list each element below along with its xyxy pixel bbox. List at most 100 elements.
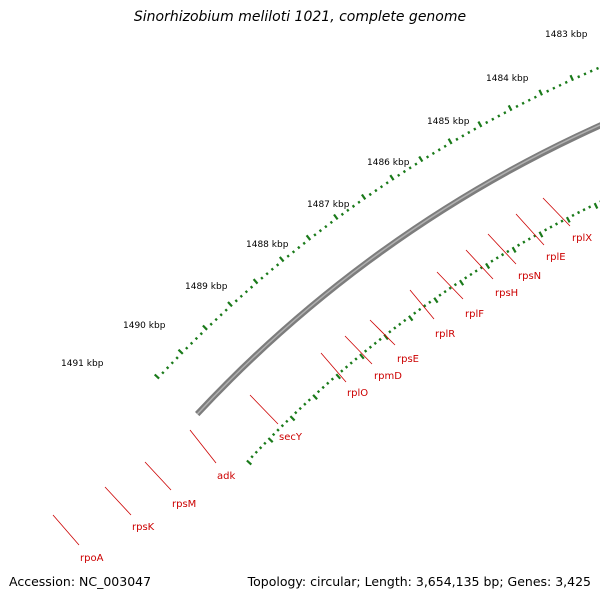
map-title: Sinorhizobium meliloti 1021, complete ge…: [133, 9, 467, 25]
major-tick: [333, 213, 339, 221]
minor-tick: [408, 166, 412, 170]
major-tick: [477, 121, 483, 128]
leader-line-rplR: [409, 289, 435, 320]
minor-tick: [577, 75, 581, 79]
minor-tick: [357, 200, 361, 204]
gene-label-rplE: rplE: [546, 252, 566, 263]
minor-tick: [170, 361, 174, 365]
minor-tick: [161, 371, 165, 375]
major-tick: [202, 324, 208, 331]
minor-tick: [495, 256, 499, 260]
major-tick: [418, 155, 424, 163]
minor-tick: [448, 286, 452, 290]
minor-tick: [554, 222, 559, 226]
minor-tick: [326, 381, 330, 385]
gene-label-rpsK: rpsK: [132, 522, 155, 533]
leader-line-rplX: [542, 197, 571, 227]
minor-tick: [321, 385, 325, 390]
gene-label-adk: adk: [217, 471, 235, 482]
minor-tick: [276, 428, 280, 432]
minor-tick: [286, 254, 290, 258]
leader-line-rpsE: [369, 319, 396, 346]
minor-tick: [428, 300, 432, 304]
gene-label-rpoA: rpoA: [80, 553, 104, 564]
genome-summary-text: Topology: circular; Length: 3,654,135 bp…: [247, 574, 591, 589]
minor-tick: [214, 317, 218, 322]
minor-tick: [294, 411, 298, 415]
major-tick: [507, 104, 513, 112]
minor-tick: [560, 219, 564, 223]
minor-tick: [521, 101, 525, 105]
ruler-label: 1485 kbp: [427, 117, 470, 127]
minor-tick: [165, 366, 170, 370]
ruler-label: 1489 kbp: [185, 282, 228, 292]
leader-line-rpmD: [344, 335, 373, 365]
minor-tick: [423, 304, 427, 308]
minor-tick: [552, 86, 556, 90]
minor-tick: [522, 240, 526, 244]
major-tick: [177, 348, 184, 355]
minor-tick: [479, 266, 484, 270]
major-tick: [458, 279, 465, 286]
major-tick: [267, 437, 274, 443]
minor-tick: [464, 276, 468, 280]
leader-line-rplF: [436, 271, 464, 300]
minor-tick: [340, 212, 344, 216]
gene-label-rplF: rplF: [465, 309, 484, 320]
minor-tick: [549, 225, 553, 229]
minor-tick: [474, 269, 478, 273]
minor-tick: [469, 272, 473, 277]
ruler-label: 1484 kbp: [486, 74, 529, 84]
minor-tick: [239, 294, 243, 298]
minor-tick: [385, 181, 389, 185]
ruler-label: 1487 kbp: [307, 200, 350, 210]
minor-tick: [461, 134, 465, 138]
major-tick: [360, 193, 367, 201]
minor-tick: [344, 365, 349, 369]
minor-tick: [324, 224, 328, 229]
minor-tick: [503, 111, 507, 115]
minor-tick: [497, 114, 501, 118]
minor-tick: [564, 80, 568, 84]
minor-tick: [250, 455, 254, 459]
minor-tick: [185, 346, 189, 350]
minor-tick: [437, 148, 441, 152]
minor-tick: [234, 299, 238, 303]
leader-line-secY: [249, 394, 279, 425]
minor-tick: [318, 229, 323, 233]
minor-tick: [403, 318, 407, 323]
minor-tick: [270, 267, 274, 271]
minor-tick: [346, 208, 350, 212]
minor-tick: [558, 83, 562, 87]
minor-tick: [527, 98, 531, 102]
minor-tick: [379, 185, 384, 189]
major-tick: [359, 353, 365, 360]
minor-tick: [354, 357, 358, 361]
gene-label-rpsN: rpsN: [518, 271, 541, 282]
minor-tick: [363, 349, 368, 353]
ruler-label: 1491 kbp: [61, 359, 104, 369]
minor-tick: [582, 208, 586, 212]
major-tick: [433, 297, 439, 304]
minor-tick: [249, 285, 254, 289]
ruler-label: 1486 kbp: [367, 158, 410, 168]
minor-tick: [402, 169, 407, 174]
minor-tick: [443, 144, 447, 148]
minor-tick: [224, 308, 228, 312]
major-tick: [227, 301, 233, 308]
minor-tick: [413, 311, 417, 315]
minor-tick: [588, 205, 592, 209]
minor-tick: [527, 237, 531, 241]
accession-text: Accession: NC_003047: [9, 574, 152, 589]
minor-tick: [368, 192, 372, 197]
genome-backbone-highlight: [196, 124, 600, 415]
major-tick: [289, 415, 296, 422]
leader-line-rpsN: [487, 233, 517, 265]
minor-tick: [515, 104, 519, 109]
major-tick: [408, 315, 414, 322]
ruler-labels: 1483 kbp 1484 kbp 1485 kbp 1486 kbp 1487 kbp…: [61, 30, 588, 369]
minor-tick: [438, 293, 442, 297]
major-tick: [389, 174, 395, 181]
minor-tick: [393, 326, 397, 330]
minor-tick: [330, 377, 335, 381]
